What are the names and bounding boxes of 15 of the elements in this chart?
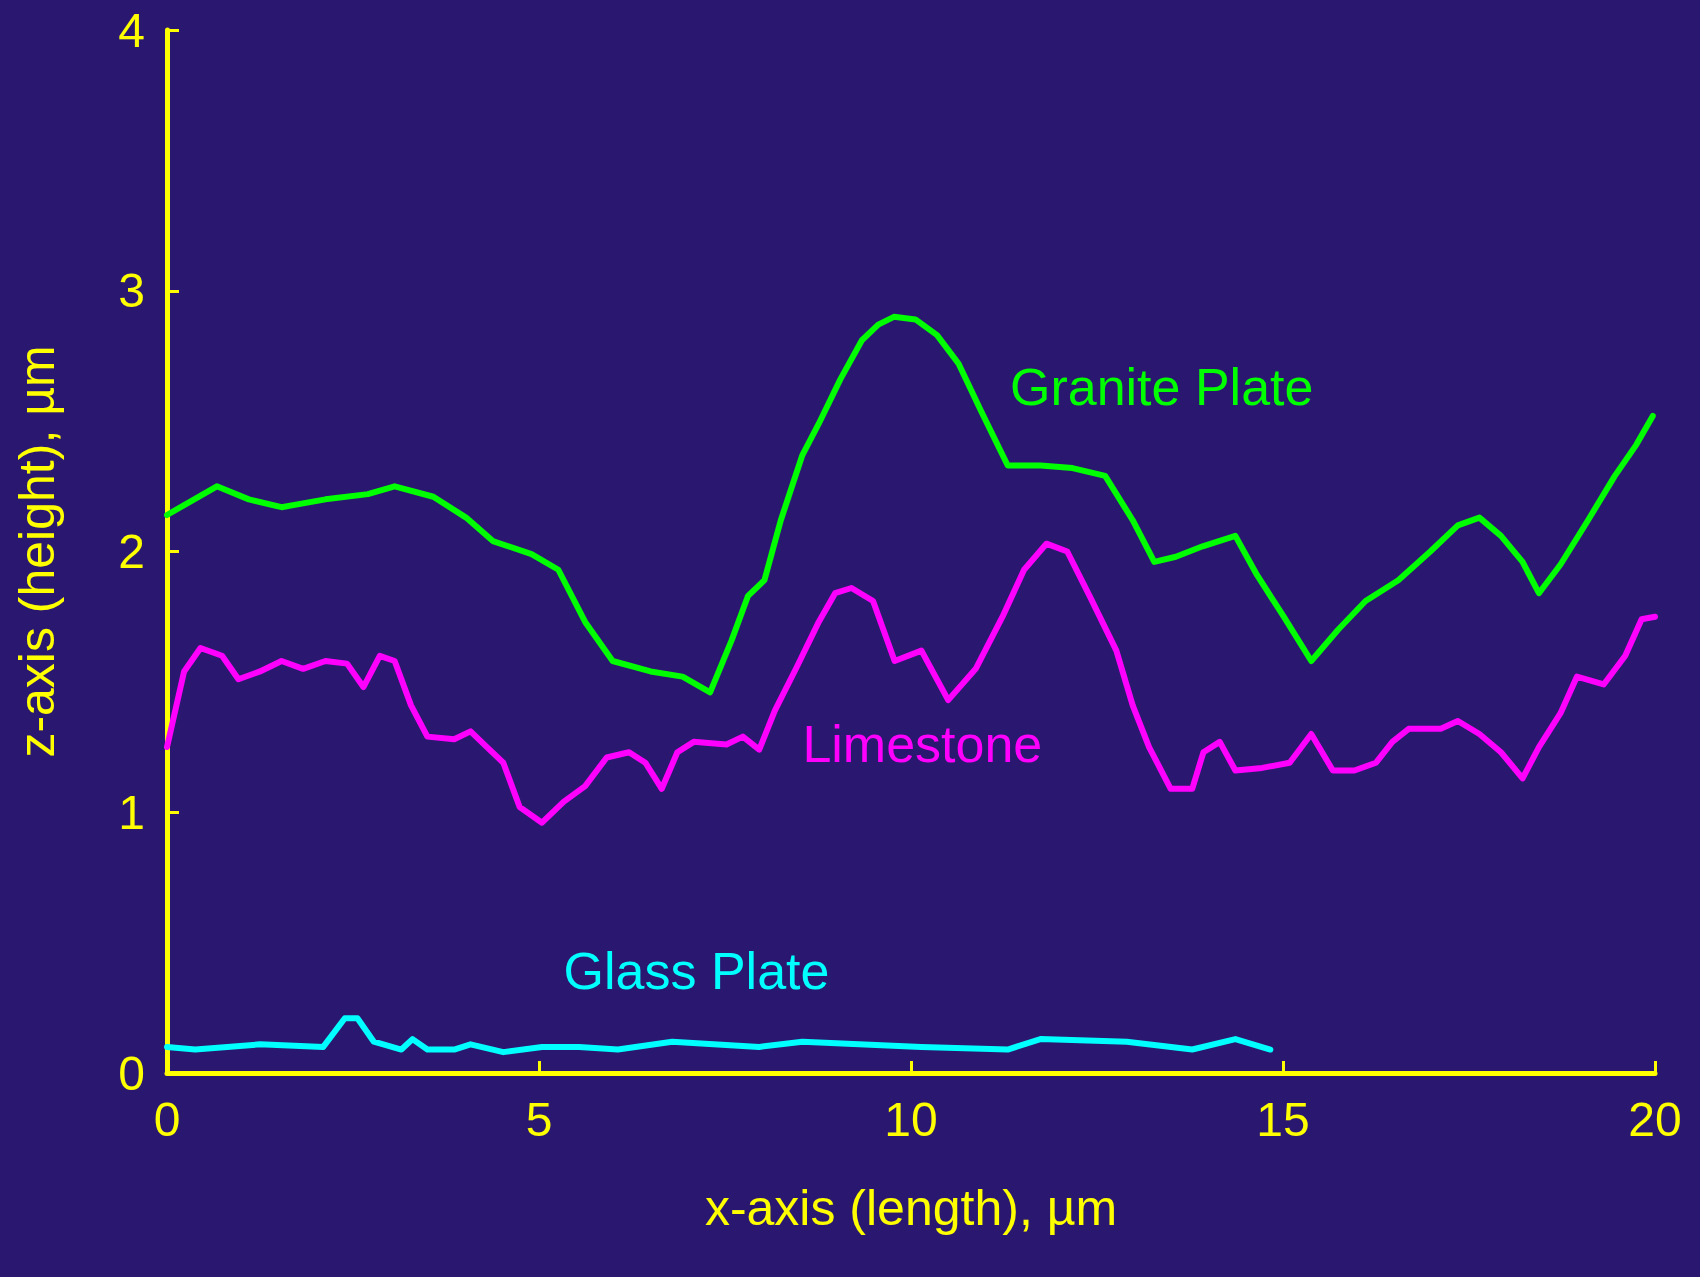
y-axis-title: z-axis (height), µm xyxy=(9,345,65,758)
x-tick-label: 10 xyxy=(884,1092,938,1146)
y-tick-label: 3 xyxy=(118,264,145,318)
y-tick-label: 2 xyxy=(118,525,145,578)
series-label: Glass Plate xyxy=(563,942,830,1001)
x-tick-label: 20 xyxy=(1628,1092,1682,1146)
series-label: Limestone xyxy=(802,715,1043,774)
x-tick-label: 0 xyxy=(153,1092,181,1146)
x-tick-label: 5 xyxy=(525,1092,553,1146)
x-tick-label: 15 xyxy=(1256,1092,1310,1146)
x-axis-title: x-axis (length), µm xyxy=(704,1180,1118,1236)
series-label: Granite Plate xyxy=(1009,358,1314,417)
y-tick-label: 0 xyxy=(118,1046,145,1100)
y-tick-label: 1 xyxy=(118,785,145,839)
y-tick-label: 4 xyxy=(118,3,145,57)
